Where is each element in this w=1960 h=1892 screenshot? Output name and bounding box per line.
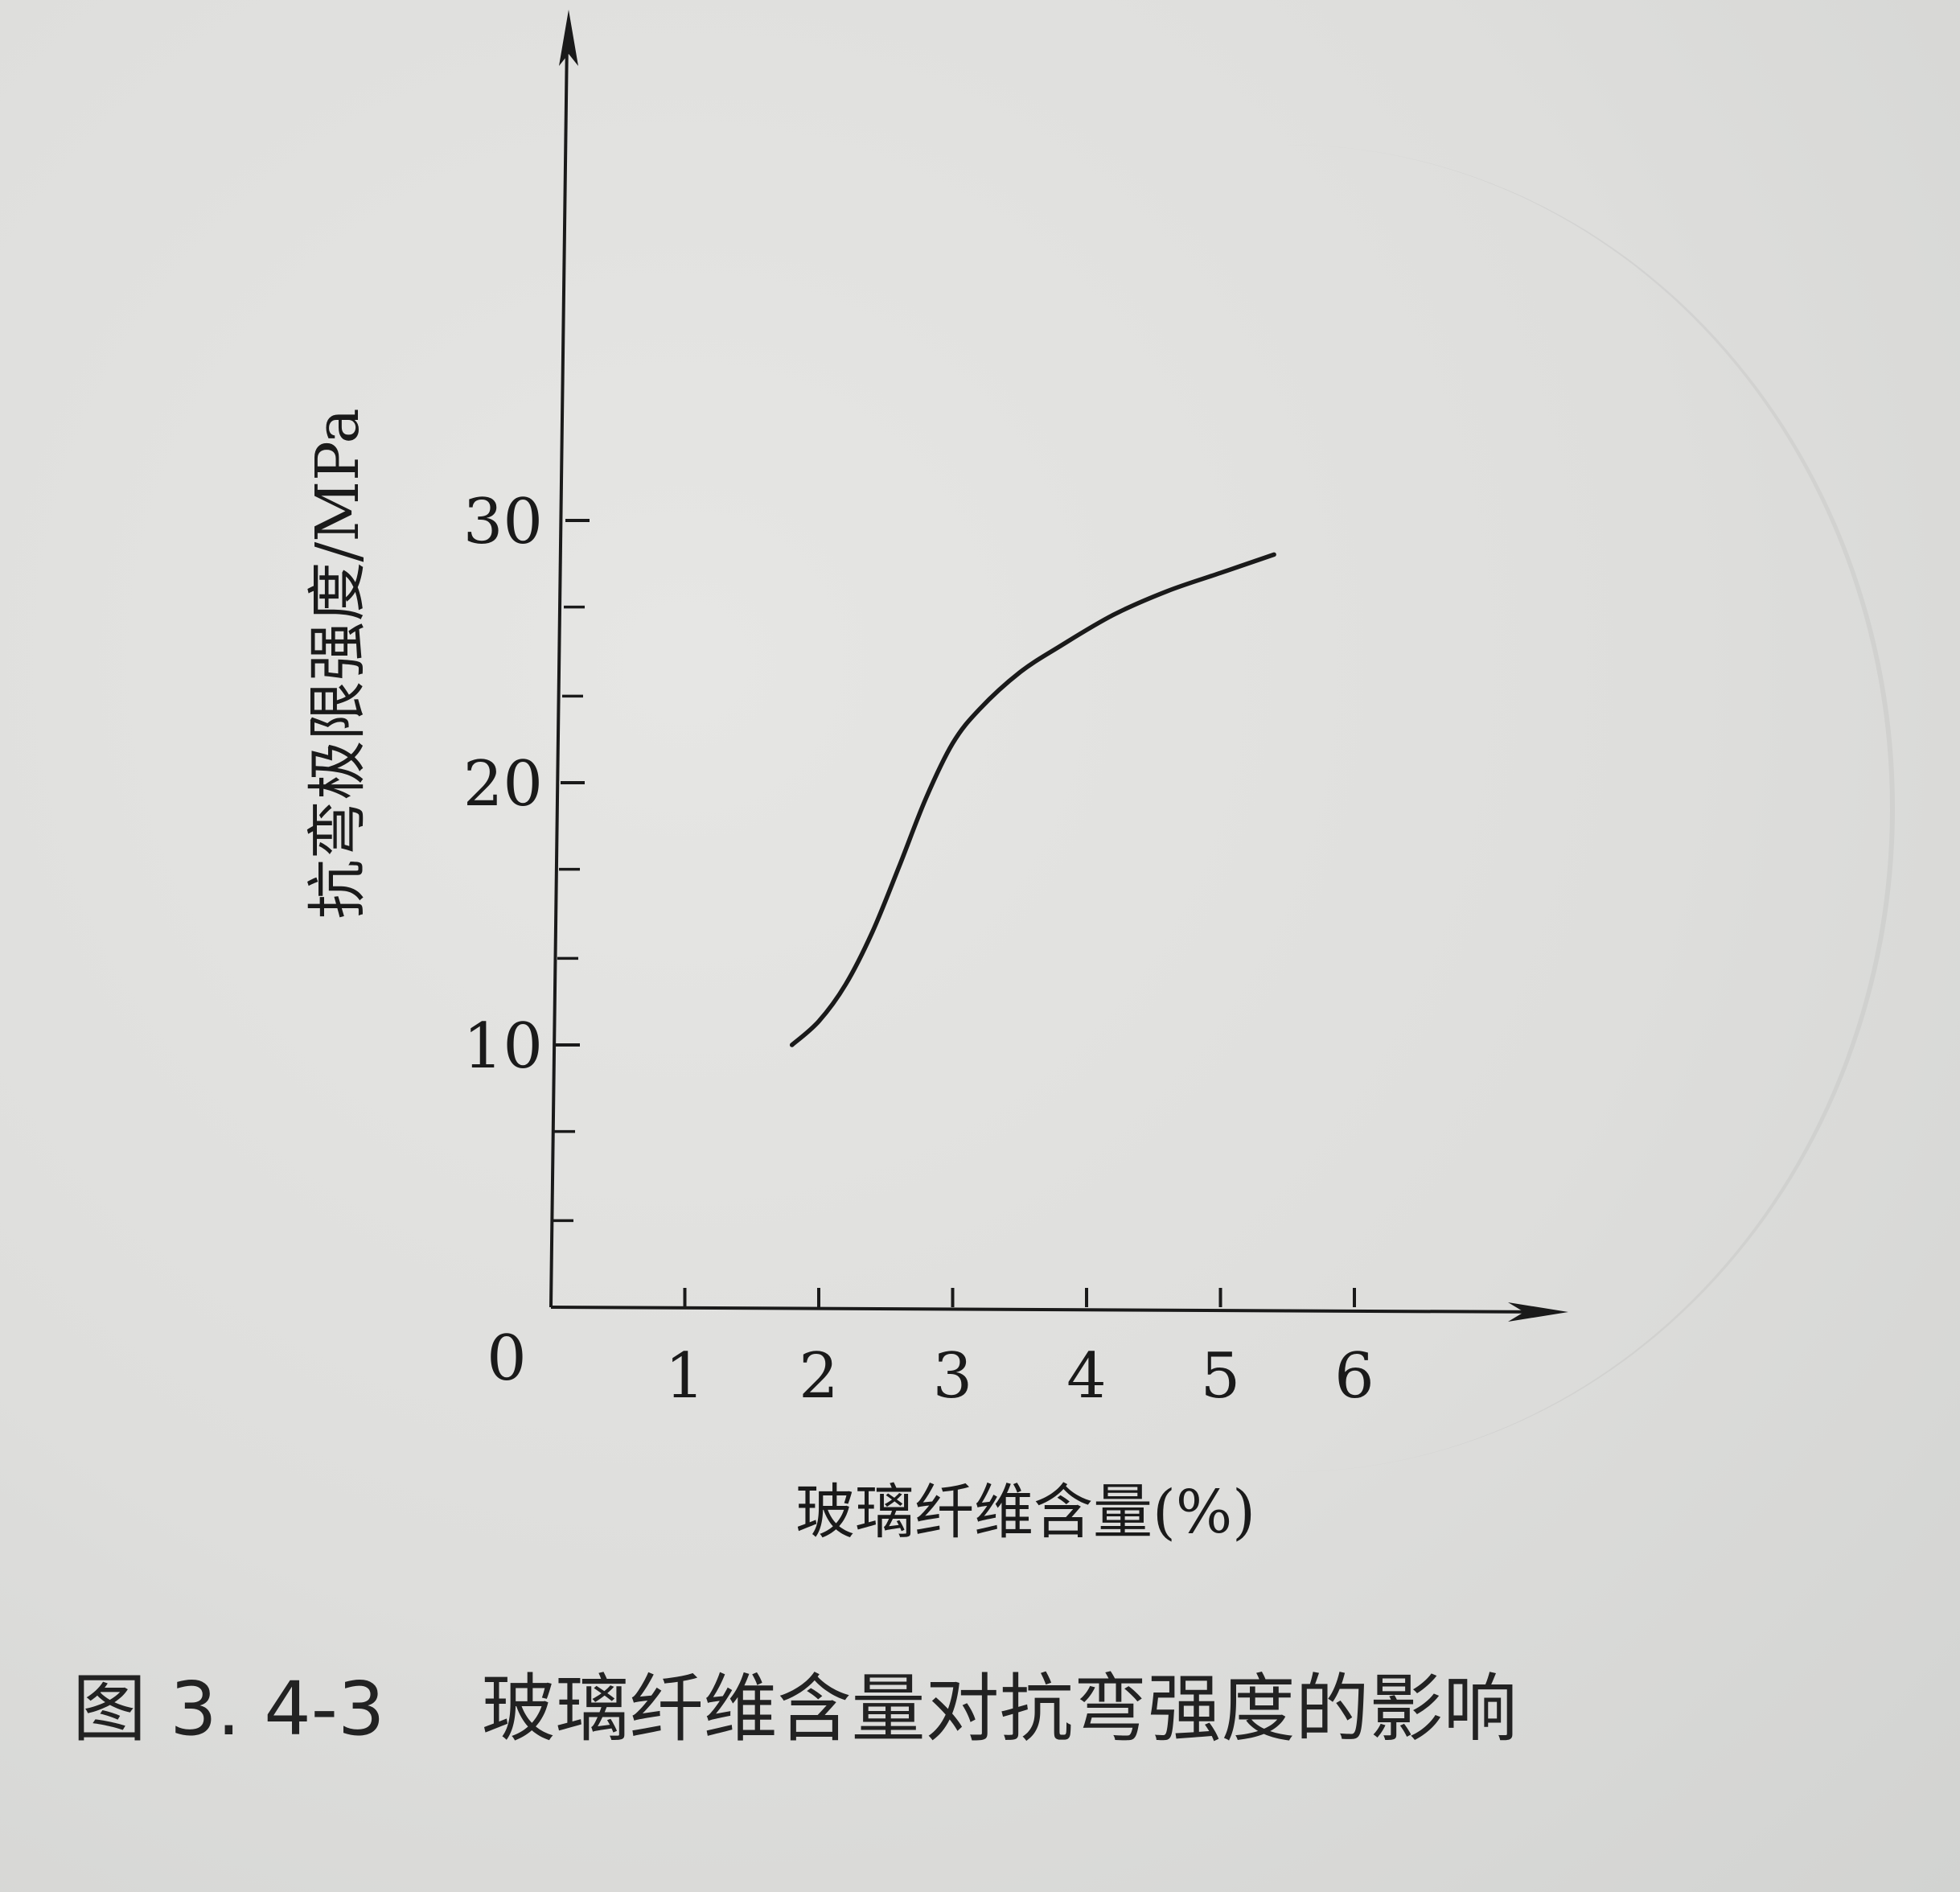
figure-caption: 图 3. 4-3 玻璃纤维含量对抗弯强度的影响 xyxy=(72,1649,1922,1756)
tick-labels: 1 2 3 4 5 6 0 10 20 30 xyxy=(463,486,1374,1413)
axes xyxy=(549,10,1568,1322)
x-axis-title: 玻璃纤维含量(%) xyxy=(795,1478,1255,1547)
y-tick-label: 20 xyxy=(463,748,543,821)
y-tick-label: 10 xyxy=(463,1010,543,1083)
y-tick-label: 30 xyxy=(463,486,543,558)
x-tick-label: 6 xyxy=(1334,1340,1374,1413)
x-tick-label: 3 xyxy=(933,1340,973,1413)
x-tick-label: 2 xyxy=(799,1340,839,1413)
ticks xyxy=(552,519,1356,1307)
x-axis-arrow xyxy=(1508,1302,1568,1322)
y-axis-line xyxy=(549,37,569,1308)
y-axis-arrow xyxy=(559,10,578,66)
series-line-0 xyxy=(789,552,1276,1047)
x-tick-label: 1 xyxy=(665,1340,705,1413)
x-tick-label: 5 xyxy=(1201,1340,1241,1413)
series-group xyxy=(789,552,1276,1047)
x-tick-label: 4 xyxy=(1066,1340,1107,1413)
x-axis-line xyxy=(550,1306,1545,1314)
origin-label: 0 xyxy=(487,1322,527,1395)
figure-number: 图 3. 4-3 xyxy=(72,1666,385,1752)
figure-caption-text: 玻璃纤维含量对抗弯强度的影响 xyxy=(481,1666,1518,1752)
y-axis-title: 抗弯极限强度/MPa xyxy=(303,408,372,919)
